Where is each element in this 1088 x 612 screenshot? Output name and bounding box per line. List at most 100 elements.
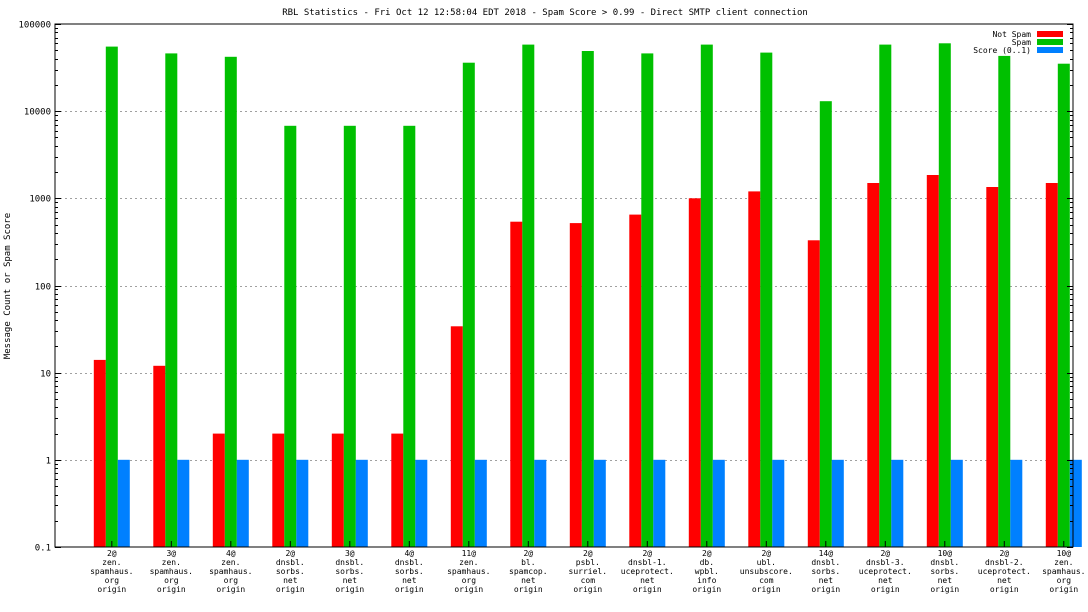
bar-spam-15: [998, 55, 1011, 548]
x-tick-label: org: [105, 576, 120, 585]
bar-not-spam-16: [1045, 183, 1058, 547]
legend-label-not-spam: Not Spam: [992, 30, 1031, 39]
bar-score-1: [177, 459, 190, 547]
bar-spam-14: [938, 43, 951, 548]
x-tick-label: org: [164, 576, 179, 585]
x-tick-label: uceprotect.: [859, 567, 912, 576]
x-tick-label: 2@: [583, 549, 593, 558]
x-tick-label: 2@: [880, 549, 890, 558]
bar-not-spam-6: [450, 326, 463, 547]
x-tick-label: wpbl.: [695, 567, 719, 576]
x-tick-label: net: [878, 576, 893, 585]
bar-not-spam-10: [688, 198, 701, 548]
x-tick-label: surriel.: [569, 567, 608, 576]
bar-score-10: [712, 459, 725, 547]
x-tick-label: sorbs.: [930, 567, 959, 576]
x-tick-label: db.: [700, 558, 714, 567]
bar-spam-1: [165, 53, 178, 548]
x-tick-label: ubl.: [757, 558, 776, 567]
bar-spam-16: [1057, 63, 1070, 547]
x-tick-label: spamhaus.: [209, 567, 252, 576]
x-tick-label: psbl.: [576, 558, 600, 567]
x-tick-label: com: [581, 576, 596, 585]
x-tick-label: net: [938, 576, 953, 585]
y-axis-label: Message Count or Spam Score: [3, 213, 13, 359]
bar-score-14: [950, 459, 963, 547]
x-tick-label: origin: [216, 585, 245, 594]
x-tick-label: net: [283, 576, 298, 585]
bar-not-spam-1: [153, 365, 166, 547]
x-tick-label: origin: [871, 585, 900, 594]
x-tick-label: dnsbl.: [811, 558, 840, 567]
x-tick-label: zen.: [1054, 558, 1073, 567]
x-tick-label: sorbs.: [276, 567, 305, 576]
x-tick-label: zen.: [221, 558, 240, 567]
x-tick-label: zen.: [459, 558, 478, 567]
bar-score-9: [653, 459, 666, 547]
x-tick-label: origin: [276, 585, 305, 594]
x-tick-label: net: [402, 576, 417, 585]
x-tick-label: origin: [573, 585, 602, 594]
bar-score-7: [534, 459, 547, 547]
x-tick-label: dnsbl.: [395, 558, 424, 567]
x-tick-label: spamhaus.: [1042, 567, 1085, 576]
x-tick-label: 2@: [285, 549, 295, 558]
x-tick-label: net: [343, 576, 358, 585]
bar-not-spam-7: [510, 221, 523, 547]
x-tick-label: sorbs.: [335, 567, 364, 576]
bar-spam-13: [879, 44, 892, 547]
bar-not-spam-5: [391, 433, 404, 547]
x-tick-label: dnsbl.: [276, 558, 305, 567]
bar-not-spam-11: [748, 191, 761, 547]
bar-spam-4: [343, 125, 356, 548]
x-tick-label: 4@: [226, 549, 236, 558]
x-tick-label: zen.: [102, 558, 121, 567]
bar-not-spam-12: [807, 240, 820, 548]
grid-lines: [55, 111, 1073, 461]
x-tick-label: origin: [930, 585, 959, 594]
bar-spam-0: [105, 46, 118, 547]
legend-label-spam: Spam: [1012, 38, 1031, 47]
x-tick-label: spamhaus.: [90, 567, 133, 576]
x-tick-label: sorbs.: [811, 567, 840, 576]
x-tick-label: origin: [990, 585, 1019, 594]
bar-spam-10: [700, 44, 713, 547]
x-axis-category-labels: 2@zen.spamhaus.orgorigin3@zen.spamhaus.o…: [90, 549, 1085, 594]
x-tick-label: origin: [157, 585, 186, 594]
x-tick-label: dnsbl-2.: [985, 558, 1024, 567]
x-tick-label: 11@: [462, 549, 477, 558]
bar-spam-3: [284, 125, 297, 548]
x-tick-label: unsubscore.: [740, 567, 793, 576]
x-tick-label: 14@: [819, 549, 834, 558]
x-tick-label: dnsbl.: [335, 558, 364, 567]
x-tick-label: origin: [1049, 585, 1078, 594]
bar-not-spam-2: [212, 433, 225, 547]
y-tick-label: 0.1: [35, 544, 51, 554]
bar-not-spam-4: [331, 433, 344, 547]
bar-marks: [93, 43, 1082, 548]
y-tick-label: 10000: [24, 108, 51, 118]
x-tick-label: dnsbl.: [930, 558, 959, 567]
x-tick-label: origin: [97, 585, 126, 594]
legend-swatch-not-spam: [1037, 31, 1063, 37]
bar-not-spam-3: [272, 433, 285, 547]
x-tick-label: 10@: [1057, 549, 1072, 558]
bar-not-spam-15: [986, 187, 999, 547]
bar-not-spam-14: [926, 175, 939, 547]
x-tick-label: origin: [633, 585, 662, 594]
bar-spam-7: [522, 44, 535, 547]
legend-swatch-score: [1037, 47, 1063, 53]
legend-swatch-spam: [1037, 39, 1063, 45]
x-tick-label: net: [819, 576, 834, 585]
y-tick-label: 100000: [18, 21, 51, 31]
x-tick-label: origin: [752, 585, 781, 594]
x-tick-label: sorbs.: [395, 567, 424, 576]
plot-area-frame: [54, 23, 1074, 548]
x-tick-label: net: [997, 576, 1012, 585]
x-tick-label: origin: [335, 585, 364, 594]
x-tick-label: info: [697, 576, 716, 585]
bar-score-5: [415, 459, 428, 547]
x-tick-label: origin: [454, 585, 483, 594]
x-tick-label: spamhaus.: [150, 567, 193, 576]
